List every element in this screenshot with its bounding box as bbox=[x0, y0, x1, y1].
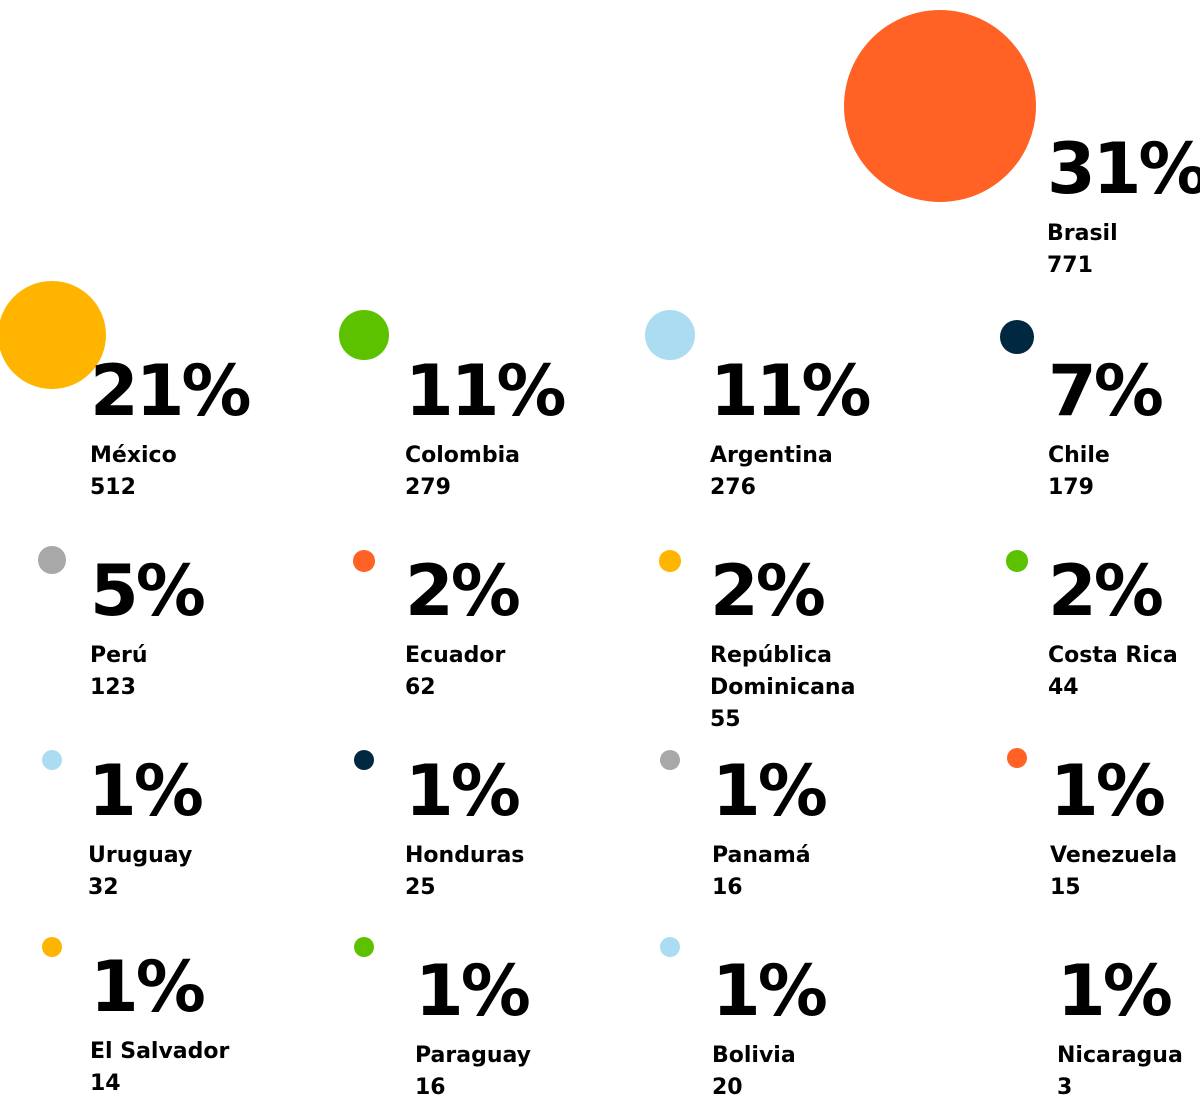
country-count: 276 bbox=[710, 475, 756, 500]
country-count: 32 bbox=[88, 875, 119, 900]
bubble bbox=[1000, 320, 1034, 354]
country-cell: 11% Colombia 279 bbox=[405, 356, 575, 504]
percent-label: 11% bbox=[405, 350, 567, 432]
bubble bbox=[659, 550, 681, 572]
percent-label: 11% bbox=[710, 350, 872, 432]
country-cell: 1% Venezuela 15 bbox=[1050, 756, 1200, 904]
bubble bbox=[353, 550, 375, 572]
country-cell: 2% República Dominicana 55 bbox=[710, 556, 880, 736]
country-count: 44 bbox=[1048, 675, 1079, 700]
percent-label: 2% bbox=[710, 550, 826, 632]
country-cell: 2% Ecuador 62 bbox=[405, 556, 575, 704]
country-count: 512 bbox=[90, 475, 136, 500]
percent-label: 1% bbox=[88, 750, 204, 832]
country-count: 279 bbox=[405, 475, 451, 500]
country-cell: 1% Panamá 16 bbox=[712, 756, 882, 904]
country-name: Perú bbox=[90, 643, 148, 668]
country-count: 20 bbox=[712, 1075, 743, 1097]
bubble bbox=[659, 936, 681, 958]
bubble bbox=[1006, 550, 1028, 572]
bubble bbox=[339, 310, 389, 360]
bubble bbox=[41, 749, 63, 771]
country-cell: 1% Bolivia 20 bbox=[712, 956, 882, 1097]
percent-label: 31% bbox=[1047, 128, 1200, 210]
bubble bbox=[0, 280, 107, 390]
country-name: El Salvador bbox=[90, 1039, 230, 1064]
percent-label: 2% bbox=[1048, 550, 1164, 632]
country-name: Honduras bbox=[405, 843, 525, 868]
bubble bbox=[38, 546, 66, 574]
country-name: Costa Rica bbox=[1048, 643, 1178, 668]
percent-label: 7% bbox=[1048, 350, 1164, 432]
percent-label: 2% bbox=[405, 550, 521, 632]
country-cell: 1% Nicaragua 3 bbox=[1057, 956, 1200, 1097]
country-cell: 1% Paraguay 16 bbox=[415, 956, 585, 1097]
country-count: 771 bbox=[1047, 253, 1093, 278]
country-name: Nicaragua bbox=[1057, 1043, 1183, 1068]
country-cell: 21% México 512 bbox=[90, 356, 260, 504]
country-count: 16 bbox=[712, 875, 743, 900]
country-cell: 2% Costa Rica 44 bbox=[1048, 556, 1200, 704]
bubble bbox=[844, 10, 1036, 202]
percent-label: 5% bbox=[90, 550, 206, 632]
country-count: 15 bbox=[1050, 875, 1081, 900]
country-name: Argentina bbox=[710, 443, 833, 468]
percent-label: 1% bbox=[405, 750, 521, 832]
country-count: 62 bbox=[405, 675, 436, 700]
country-name: México bbox=[90, 443, 177, 468]
country-name: Paraguay bbox=[415, 1043, 531, 1068]
country-name: Brasil bbox=[1047, 221, 1118, 246]
country-count: 123 bbox=[90, 675, 136, 700]
bubble bbox=[659, 749, 681, 771]
country-cell: 1% Honduras 25 bbox=[405, 756, 575, 904]
country-count: 3 bbox=[1057, 1075, 1073, 1097]
country-cell: 5% Perú 123 bbox=[90, 556, 260, 704]
percent-label: 1% bbox=[1050, 750, 1166, 832]
country-name: Ecuador bbox=[405, 643, 506, 668]
bubble bbox=[353, 749, 375, 771]
country-name: República Dominicana bbox=[710, 643, 856, 700]
percent-label: 1% bbox=[712, 950, 828, 1032]
bubble bbox=[353, 936, 375, 958]
percent-label: 1% bbox=[712, 750, 828, 832]
country-cell: 7% Chile 179 bbox=[1048, 356, 1200, 504]
country-cell: 1% Uruguay 32 bbox=[88, 756, 258, 904]
country-cell: 1% El Salvador 14 bbox=[90, 952, 260, 1097]
country-count: 16 bbox=[415, 1075, 446, 1097]
bubble bbox=[645, 310, 695, 360]
bubble bbox=[41, 936, 63, 958]
country-name: Venezuela bbox=[1050, 843, 1178, 868]
country-name: Uruguay bbox=[88, 843, 193, 868]
country-cell: 31% Brasil 771 bbox=[1047, 134, 1200, 282]
percent-label: 1% bbox=[415, 950, 531, 1032]
percent-label: 1% bbox=[1057, 950, 1173, 1032]
country-cell: 11% Argentina 276 bbox=[710, 356, 880, 504]
country-count: 55 bbox=[710, 707, 741, 732]
country-count: 14 bbox=[90, 1071, 121, 1096]
country-name: Panamá bbox=[712, 843, 811, 868]
percent-label: 21% bbox=[90, 350, 252, 432]
country-name: Chile bbox=[1048, 443, 1110, 468]
country-name: Bolivia bbox=[712, 1043, 796, 1068]
percent-label: 1% bbox=[90, 946, 206, 1028]
bubble bbox=[1006, 747, 1028, 769]
country-count: 25 bbox=[405, 875, 436, 900]
country-count: 179 bbox=[1048, 475, 1094, 500]
country-name: Colombia bbox=[405, 443, 520, 468]
